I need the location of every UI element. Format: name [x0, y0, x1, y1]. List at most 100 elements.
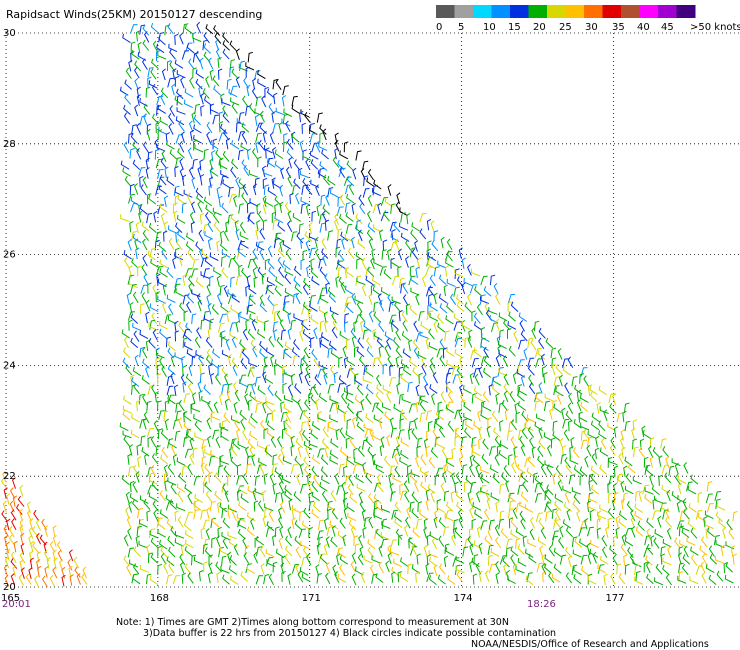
wind-barb — [199, 174, 205, 186]
wind-barb — [526, 467, 535, 478]
wind-barb — [159, 174, 167, 186]
wind-barb — [309, 295, 316, 305]
wind-barb — [168, 237, 175, 250]
wind-barb — [270, 355, 275, 367]
wind-barb — [257, 78, 266, 88]
wind-barb — [269, 473, 275, 485]
wind-barb — [615, 527, 620, 539]
wind-barb — [171, 83, 176, 96]
wind-barb — [537, 455, 545, 467]
wind-barb — [136, 525, 142, 537]
wind-barb — [308, 500, 315, 512]
wind-barb — [564, 546, 573, 558]
wind-barb — [364, 468, 374, 477]
wind-barb — [184, 88, 194, 98]
wind-barb — [232, 255, 240, 267]
wind-barb — [388, 377, 396, 387]
wind-barb — [373, 511, 383, 520]
wind-barb — [291, 517, 296, 529]
wind-barb — [157, 400, 162, 412]
wind-barb — [345, 394, 354, 404]
wind-barb — [318, 536, 324, 548]
wind-barb — [209, 167, 214, 180]
wind-barb — [210, 411, 215, 423]
wind-barb — [179, 302, 187, 314]
wind-barb — [438, 426, 446, 438]
wind-barb — [4, 574, 10, 587]
wind-barb — [438, 293, 448, 304]
wind-barb — [252, 77, 257, 90]
wind-barb — [555, 363, 563, 375]
wind-barb — [204, 256, 213, 267]
wind-barb — [226, 78, 232, 90]
wind-barb — [339, 194, 346, 206]
wind-barb — [329, 306, 339, 316]
wind-barb — [139, 495, 149, 504]
wind-barb — [259, 248, 265, 261]
wind-barb — [127, 239, 132, 251]
wind-barb — [321, 475, 330, 485]
wind-barb — [418, 311, 425, 322]
wind-barb — [29, 557, 35, 570]
wind-barb — [132, 563, 140, 575]
wind-barb — [323, 311, 328, 323]
wind-barb — [155, 121, 160, 134]
wind-barb — [439, 355, 446, 367]
wind-barb — [508, 454, 513, 466]
wind-barb — [229, 555, 237, 566]
wind-barb — [73, 556, 80, 569]
wind-barb — [131, 231, 138, 242]
wind-barb — [610, 437, 616, 449]
wind-barb — [504, 408, 510, 421]
wind-barb — [165, 494, 174, 505]
wind-barb — [373, 493, 382, 504]
wind-barb — [354, 373, 359, 385]
wind-barb — [540, 527, 547, 539]
wind-barb — [123, 534, 129, 547]
wind-barb — [262, 219, 268, 231]
wind-barb — [161, 446, 169, 459]
wind-barb — [267, 295, 275, 307]
wind-barb — [463, 412, 473, 421]
wind-barb — [678, 525, 684, 537]
wind-barb — [351, 202, 356, 215]
wind-barb — [336, 547, 343, 558]
wind-barb — [411, 222, 420, 232]
wind-barb — [283, 301, 290, 312]
wind-barb — [332, 564, 337, 577]
wind-barb — [351, 552, 357, 565]
wind-barb — [167, 77, 175, 88]
wind-barb — [438, 517, 447, 529]
wind-barb — [464, 420, 474, 430]
wind-barb — [544, 393, 554, 402]
wind-barb — [215, 149, 223, 161]
wind-barb — [218, 121, 224, 133]
wind-barb — [334, 213, 339, 225]
wind-barb — [200, 271, 210, 279]
wind-barb — [300, 421, 307, 432]
wind-barb — [327, 175, 336, 186]
wind-barb — [255, 132, 262, 143]
wind-barb — [559, 554, 567, 565]
wind-barb — [726, 519, 733, 531]
wind-barb — [646, 543, 654, 555]
wind-barb — [355, 213, 363, 225]
wind-barb — [645, 555, 653, 566]
wind-barb — [346, 303, 354, 314]
wind-barb — [35, 519, 41, 531]
wind-barb — [227, 507, 232, 519]
wind-barb — [613, 426, 619, 438]
wind-barb — [538, 517, 545, 529]
wind-barb — [429, 384, 438, 394]
wind-barb — [284, 202, 291, 214]
wind-barb — [197, 299, 202, 312]
wind-barb — [238, 178, 247, 189]
wind-barb — [415, 455, 420, 468]
wind-barb — [280, 401, 285, 413]
wind-barb — [302, 301, 311, 312]
wind-barb — [122, 430, 132, 439]
wind-barb — [221, 482, 228, 493]
wind-barb — [259, 340, 267, 352]
wind-barb — [151, 312, 157, 324]
wind-barb — [333, 371, 339, 384]
